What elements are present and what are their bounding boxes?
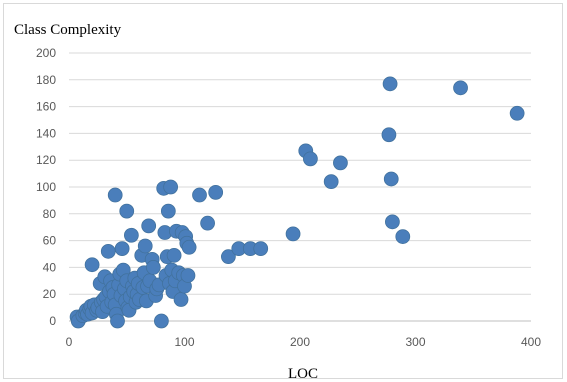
data-point xyxy=(154,313,169,329)
data-point xyxy=(173,292,189,307)
data-point xyxy=(333,155,348,171)
y-tick-label: 160 xyxy=(36,100,56,114)
data-point xyxy=(303,151,318,167)
data-point xyxy=(285,226,301,242)
y-tick-label: 20 xyxy=(43,287,57,301)
data-point xyxy=(160,203,176,219)
y-tick-label: 140 xyxy=(36,126,56,140)
data-point xyxy=(166,247,182,263)
data-point xyxy=(119,203,135,219)
y-tick-label: 60 xyxy=(43,234,57,248)
data-point xyxy=(180,268,196,283)
y-tick-label: 100 xyxy=(36,180,56,194)
data-point xyxy=(181,239,197,255)
x-tick-label: 400 xyxy=(521,335,541,349)
y-axis-ticks: 0 20 40 60 80 100 120 140 160 180 200 xyxy=(36,46,56,328)
data-point xyxy=(84,257,100,273)
data-point xyxy=(137,238,153,254)
data-point xyxy=(381,127,397,143)
y-tick-label: 40 xyxy=(43,260,57,274)
data-point xyxy=(509,105,525,121)
data-point xyxy=(323,174,339,190)
data-point xyxy=(221,249,236,265)
data-point xyxy=(114,241,130,257)
data-point xyxy=(208,184,224,200)
y-tick-label: 0 xyxy=(49,314,56,328)
data-point xyxy=(383,171,399,187)
x-tick-label: 300 xyxy=(405,335,425,349)
data-point xyxy=(253,241,269,257)
data-points xyxy=(69,76,525,329)
data-point xyxy=(163,179,179,195)
data-point xyxy=(100,243,116,259)
y-tick-label: 80 xyxy=(43,207,57,221)
data-point xyxy=(395,229,411,244)
data-point xyxy=(385,214,400,230)
data-point xyxy=(107,187,123,203)
x-tick-label: 0 xyxy=(66,335,73,349)
data-point xyxy=(110,313,125,329)
x-tick-label: 100 xyxy=(174,335,194,349)
data-point xyxy=(141,218,157,234)
data-point xyxy=(123,227,139,243)
x-axis-ticks: 0 100 200 300 400 xyxy=(66,335,542,349)
data-point xyxy=(200,215,215,231)
x-axis-label: LOC xyxy=(288,366,318,382)
y-tick-label: 180 xyxy=(36,73,56,87)
y-tick-label: 200 xyxy=(36,46,56,60)
y-tick-label: 120 xyxy=(36,153,56,167)
data-point xyxy=(382,76,398,92)
x-tick-label: 200 xyxy=(290,335,310,349)
data-point xyxy=(145,260,161,275)
data-point xyxy=(192,187,207,203)
chart-title: Class Complexity xyxy=(14,22,122,38)
data-point xyxy=(453,80,468,96)
